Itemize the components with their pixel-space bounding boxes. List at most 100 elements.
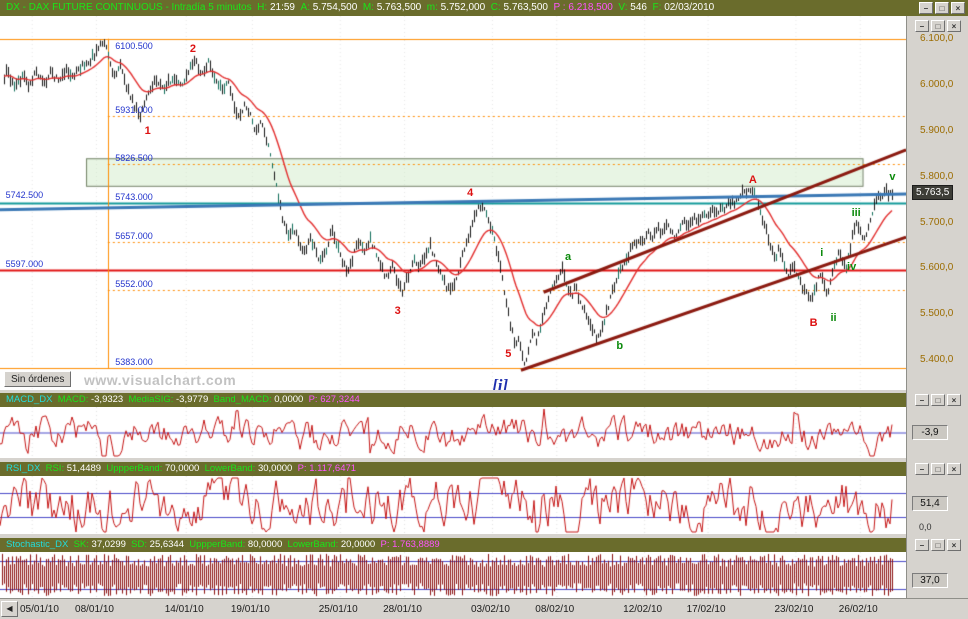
minimize-button[interactable]: –	[915, 20, 929, 32]
price-chart-panel: 6100.500 5931.000 5826.500 5743.000 5657.000…	[0, 16, 906, 390]
rsi-titlebar[interactable]: RSI_DX RSI: 51,4489 UppperBand: 70,0000 …	[0, 462, 906, 476]
title-text-segment: Stochastic_DX	[6, 539, 74, 550]
title-text-segment: V:	[618, 2, 631, 13]
macd-value-badge: -3,9	[912, 424, 948, 440]
price-chart-canvas[interactable]	[0, 16, 906, 390]
window-titlebar[interactable]: DX - DAX FUTURE CONTINUOUS - Intradía 5 …	[0, 0, 968, 16]
stochastic-value-badge: 37,0	[912, 572, 948, 588]
title-text-segment: P:	[380, 539, 393, 550]
window-title: DX - DAX FUTURE CONTINUOUS - Intradía 5 …	[6, 1, 714, 15]
title-text-segment: 1.763,8889	[392, 539, 440, 550]
stochastic-canvas[interactable]	[0, 552, 906, 598]
title-text-segment: P:	[308, 394, 321, 405]
panel-splitter[interactable]	[0, 534, 906, 538]
price-axis-label: 5.600,0	[920, 262, 954, 274]
panel-splitter[interactable]	[0, 390, 906, 393]
macd-panel	[0, 407, 906, 458]
maximize-button[interactable]: □	[931, 539, 945, 551]
minimize-button[interactable]: –	[915, 463, 929, 475]
stochastic-title: Stochastic_DX SK: 37,0299 SD: 25,6344 Up…	[6, 538, 440, 552]
visualchart-watermark: www.visualchart.com	[84, 372, 237, 388]
title-text-segment: F:	[652, 2, 665, 13]
title-text-segment: 21:59	[269, 2, 301, 13]
time-axis-label: 17/02/10	[686, 604, 726, 615]
time-axis-label: 12/02/10	[623, 604, 663, 615]
time-axis-label: 19/01/10	[230, 604, 270, 615]
title-text-segment: 20,0000	[340, 539, 381, 550]
close-button[interactable]: ×	[947, 394, 961, 406]
minimize-button[interactable]: –	[919, 2, 933, 14]
price-axis-label: 5.500,0	[920, 308, 954, 320]
time-axis-label: 25/01/10	[318, 604, 358, 615]
maximize-button[interactable]: □	[931, 463, 945, 475]
close-button[interactable]: ×	[947, 463, 961, 475]
macd-titlebar[interactable]: MACD_DX MACD: -3,9323 MediaSIG: -3,9779 …	[0, 393, 906, 407]
title-text-segment: 1.117,6471	[309, 463, 357, 474]
title-text-segment: LowerBand:	[287, 539, 341, 550]
title-text-segment: 627,3244	[320, 394, 360, 405]
time-axis-label: 08/02/10	[535, 604, 575, 615]
time-axis[interactable]: ◀ 05/01/10 08/01/10 14/01/10 19/01/10 25/01/…	[0, 598, 968, 619]
title-text-segment: M:	[362, 2, 377, 13]
title-text-segment: A:	[300, 2, 313, 13]
rsi-scale-min-label: 0,0	[919, 522, 932, 532]
macd-title: MACD_DX MACD: -3,9323 MediaSIG: -3,9779 …	[6, 393, 360, 407]
minimize-button[interactable]: –	[915, 539, 929, 551]
price-axis-label: 5.900,0	[920, 124, 954, 136]
rsi-canvas[interactable]	[0, 476, 906, 534]
title-text-segment: 5.763,500	[503, 2, 554, 13]
title-text-segment: 80,0000	[247, 539, 288, 550]
title-text-segment: 5.763,500	[376, 2, 427, 13]
price-axis-label: 6.100,0	[920, 32, 954, 44]
title-text-segment: 37,0299	[91, 539, 132, 550]
pane-window-controls: – □ ×	[915, 20, 961, 32]
time-axis-label: 03/02/10	[470, 604, 510, 615]
price-axis-label: 6.000,0	[920, 78, 954, 90]
price-axis-label: 5.400,0	[920, 354, 954, 366]
title-text-segment: SK:	[73, 539, 92, 550]
title-text-segment: RSI_DX	[6, 463, 46, 474]
title-text-segment: H:	[257, 2, 270, 13]
maximize-button[interactable]: □	[931, 394, 945, 406]
maximize-button[interactable]: □	[931, 20, 945, 32]
close-button[interactable]: ×	[947, 20, 961, 32]
title-text-segment: DX - DAX FUTURE CONTINUOUS - Intradía 5 …	[6, 2, 258, 13]
price-axis-gutter[interactable]: 5.763,5 -3,9 51,4 37,0 0,0 – □ × – □ × – □ × – □ × 6…	[906, 16, 968, 598]
minimize-button[interactable]: –	[915, 394, 929, 406]
maximize-button[interactable]: □	[935, 2, 949, 14]
title-text-segment: -3,9779	[176, 394, 214, 405]
scroll-left-button[interactable]: ◀	[1, 601, 18, 617]
stochastic-titlebar[interactable]: Stochastic_DX SK: 37,0299 SD: 25,6344 Up…	[0, 538, 906, 552]
pane-window-controls: – □ ×	[915, 463, 961, 475]
close-button[interactable]: ×	[951, 2, 965, 14]
title-text-segment: MACD:	[57, 394, 91, 405]
title-text-segment: C:	[490, 2, 504, 13]
time-axis-label: 05/01/10	[20, 604, 59, 615]
sin-ordenes-button[interactable]: Sin órdenes	[4, 371, 72, 387]
close-button[interactable]: ×	[947, 539, 961, 551]
title-text-segment: 25,6344	[149, 539, 190, 550]
title-text-segment: 30,0000	[257, 463, 298, 474]
price-axis-label: 5.800,0	[920, 170, 954, 182]
time-axis-label: 08/01/10	[75, 604, 114, 615]
time-axis-label: 28/01/10	[383, 604, 422, 615]
title-text-segment: 5.754,500	[312, 2, 363, 13]
time-axis-label: 14/01/10	[164, 604, 204, 615]
title-text-segment: 6.218,500	[568, 2, 619, 13]
price-axis-label: 5.700,0	[920, 216, 954, 228]
title-text-segment: UppperBand:	[189, 539, 248, 550]
macd-canvas[interactable]	[0, 407, 906, 458]
rsi-title: RSI_DX RSI: 51,4489 UppperBand: 70,0000 …	[6, 462, 356, 476]
title-text-segment: UppperBand:	[106, 463, 165, 474]
panel-splitter[interactable]	[0, 458, 906, 462]
title-text-segment: MACD_DX	[6, 394, 58, 405]
title-text-segment: Band_MACD:	[213, 394, 275, 405]
window-controls: – □ ×	[919, 2, 965, 14]
title-text-segment: P:	[297, 463, 310, 474]
title-text-segment: 70,0000	[164, 463, 205, 474]
rsi-value-badge: 51,4	[912, 496, 948, 512]
stochastic-panel	[0, 552, 906, 598]
title-text-segment: m:	[426, 2, 441, 13]
title-text-segment: 5.752,000	[440, 2, 491, 13]
pane-window-controls: – □ ×	[915, 539, 961, 551]
